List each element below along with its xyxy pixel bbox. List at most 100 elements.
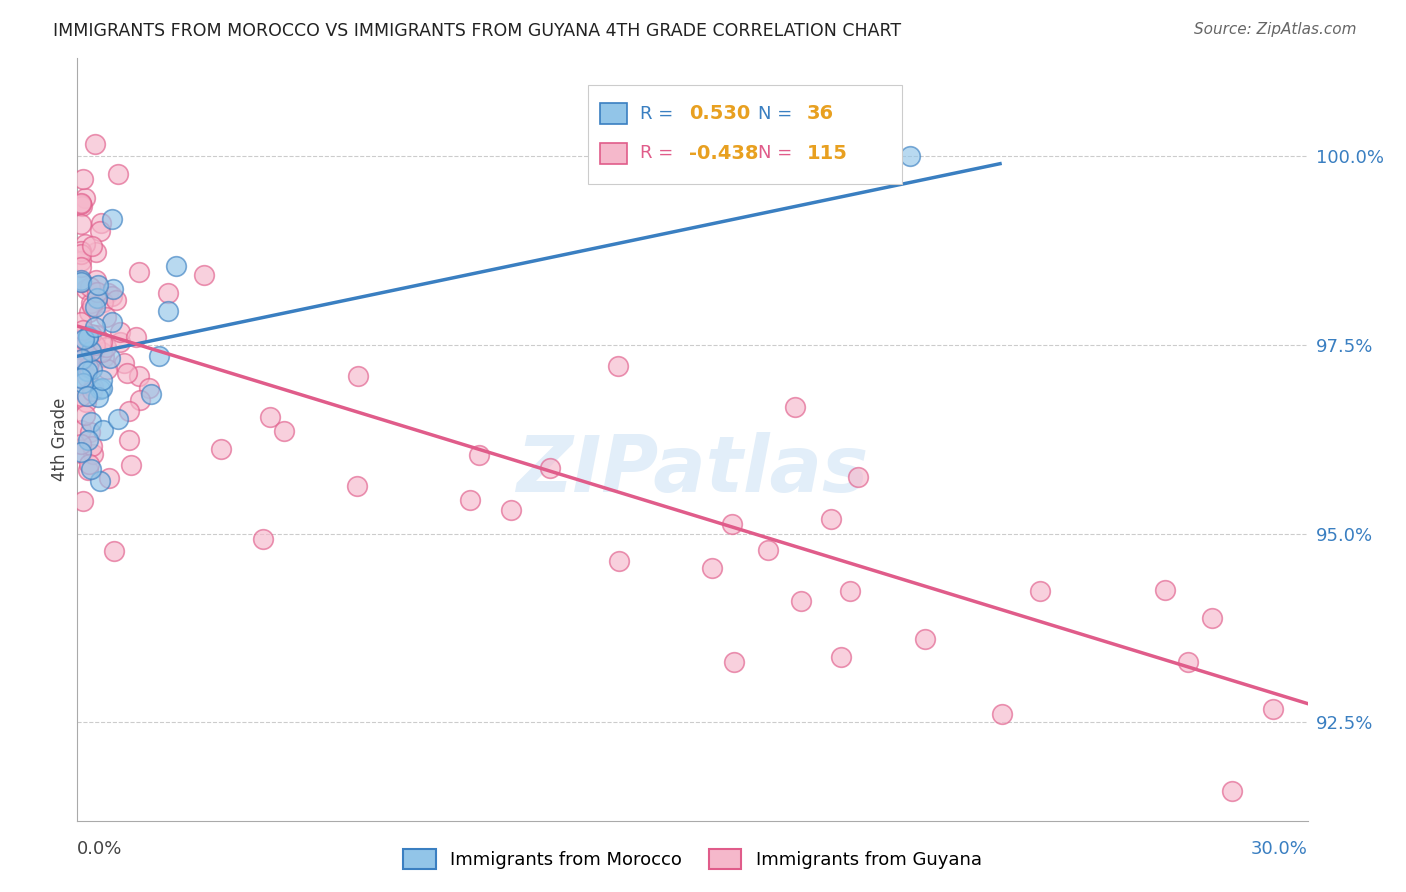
Point: [125, 329, 148, 343]
Point: [73, 237, 96, 252]
Point: [101, 212, 124, 227]
Point: [82, 380, 104, 394]
Point: [70, 352, 93, 367]
Point: [110, 326, 132, 340]
Text: -0.438: -0.438: [689, 144, 758, 163]
Point: [100, 315, 122, 329]
Point: [107, 412, 129, 426]
Point: [86, 291, 108, 305]
Point: [80, 326, 103, 341]
Point: [90, 381, 112, 395]
Point: [914, 632, 936, 646]
Point: [839, 584, 862, 599]
Point: [98, 351, 121, 366]
Point: [75, 282, 97, 296]
Text: 0.0%: 0.0%: [77, 839, 122, 857]
Text: N =: N =: [758, 104, 797, 123]
Point: [82, 238, 104, 252]
Point: [73, 355, 96, 369]
Point: [86, 327, 108, 342]
Point: [89, 474, 111, 488]
Point: [89, 382, 111, 396]
Point: [141, 387, 163, 401]
Point: [98, 471, 121, 485]
Point: [70, 195, 93, 210]
Point: [83, 319, 105, 334]
Text: IMMIGRANTS FROM MOROCCO VS IMMIGRANTS FROM GUYANA 4TH GRADE CORRELATION CHART: IMMIGRANTS FROM MOROCCO VS IMMIGRANTS FR…: [53, 22, 901, 40]
Point: [94, 310, 117, 324]
Point: [96, 362, 118, 376]
Point: [86, 285, 108, 299]
Point: [70, 260, 93, 274]
Text: R =: R =: [640, 145, 679, 162]
Point: [991, 707, 1014, 722]
Point: [91, 294, 114, 309]
Point: [108, 334, 131, 349]
Point: [79, 425, 101, 439]
Point: [70, 388, 93, 402]
Point: [70, 371, 93, 385]
Point: [70, 353, 93, 368]
Text: Source: ZipAtlas.com: Source: ZipAtlas.com: [1194, 22, 1357, 37]
Point: [156, 304, 179, 318]
Point: [82, 299, 104, 313]
Point: [80, 384, 103, 399]
Text: R =: R =: [640, 104, 679, 123]
Point: [70, 246, 93, 260]
Point: [458, 492, 481, 507]
Point: [77, 463, 100, 477]
Point: [756, 542, 779, 557]
Point: [91, 423, 114, 437]
Point: [607, 554, 630, 568]
Point: [101, 282, 124, 296]
Point: [1261, 702, 1284, 716]
Point: [77, 434, 100, 448]
Point: [273, 425, 295, 439]
Point: [1216, 840, 1239, 855]
Point: [120, 458, 142, 472]
Point: [86, 390, 108, 404]
Point: [70, 217, 93, 231]
Point: [70, 199, 93, 213]
Point: [1177, 656, 1199, 670]
Bar: [600, 103, 627, 124]
Point: [607, 359, 630, 373]
Point: [93, 350, 115, 364]
Text: 36: 36: [807, 104, 834, 123]
Point: [115, 367, 138, 381]
Point: [117, 403, 139, 417]
Point: [75, 334, 97, 348]
Point: [70, 244, 93, 259]
Point: [70, 254, 93, 268]
Point: [70, 445, 93, 459]
Point: [76, 364, 98, 378]
Point: [87, 277, 110, 292]
Point: [72, 352, 94, 367]
Point: [165, 259, 187, 273]
Point: [148, 349, 170, 363]
Point: [103, 543, 125, 558]
Point: [77, 305, 100, 319]
Bar: [600, 143, 627, 164]
Point: [138, 381, 160, 395]
Point: [94, 340, 117, 354]
Point: [898, 149, 921, 163]
Text: N =: N =: [758, 145, 797, 162]
Point: [128, 393, 150, 408]
Point: [91, 334, 114, 349]
Point: [538, 461, 561, 475]
Point: [1243, 881, 1265, 892]
Point: [156, 285, 179, 300]
Point: [346, 479, 368, 493]
Point: [846, 470, 869, 484]
Point: [72, 376, 94, 390]
Point: [128, 369, 150, 384]
Point: [70, 275, 93, 289]
Point: [112, 356, 135, 370]
Point: [107, 167, 129, 181]
Point: [499, 503, 522, 517]
Point: [252, 532, 274, 546]
Point: [72, 323, 94, 337]
Point: [91, 345, 114, 359]
Point: [720, 517, 742, 532]
